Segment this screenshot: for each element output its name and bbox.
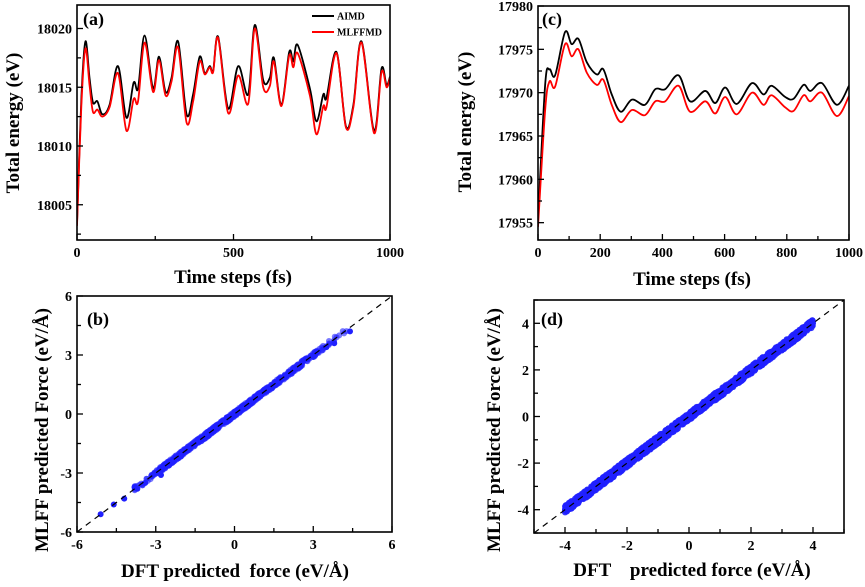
panel-label-a: (a) bbox=[83, 9, 104, 30]
scatter-point bbox=[691, 410, 698, 418]
series-line-aimd bbox=[538, 30, 849, 221]
panel-d: (d) MLFF predicted Force (eV/Å) DFT pred… bbox=[484, 299, 845, 581]
x-tick-label: 1000 bbox=[835, 246, 863, 261]
scatter-point bbox=[634, 450, 641, 457]
scatter-point bbox=[160, 462, 167, 469]
scatter-point bbox=[347, 328, 353, 335]
y-tick-label: -3 bbox=[60, 467, 72, 482]
x-tick-label: 0 bbox=[535, 246, 542, 261]
panel-label-c: (c) bbox=[542, 9, 562, 30]
x-tick-label: 2 bbox=[748, 539, 755, 554]
scatter-point bbox=[801, 326, 809, 334]
y-tick-label: 17960 bbox=[498, 173, 533, 188]
plot-area bbox=[534, 300, 844, 533]
series-line-mlffmd bbox=[77, 27, 390, 226]
panel-label-b: (b) bbox=[87, 309, 109, 330]
scatter-point bbox=[331, 340, 338, 347]
scatter-point bbox=[310, 353, 317, 360]
y-axis-title-a: Total energy (eV) bbox=[3, 53, 24, 194]
y-tick-label: -6 bbox=[60, 526, 72, 541]
x-tick-label: -4 bbox=[559, 539, 571, 554]
scatter-point bbox=[262, 385, 269, 392]
y-tick-label: 18010 bbox=[37, 140, 72, 155]
scatter-point bbox=[142, 479, 149, 486]
y-tick-label: 0 bbox=[65, 408, 72, 423]
scatter-point bbox=[341, 330, 348, 337]
x-tick-label: 0 bbox=[74, 246, 81, 261]
y-tick-label: -2 bbox=[517, 457, 529, 472]
y-tick-label: 17965 bbox=[498, 130, 533, 145]
panel-b: (b) MLFF predicted Force (eV/Å) DFT pred… bbox=[32, 290, 396, 582]
scatter-point bbox=[158, 471, 164, 478]
scatter-point bbox=[617, 465, 624, 473]
x-tick-label: 800 bbox=[776, 246, 797, 261]
plot-area bbox=[538, 30, 849, 228]
series-line-mlffmd bbox=[538, 42, 849, 228]
scatter-point bbox=[783, 342, 790, 350]
x-tick-label: 400 bbox=[652, 246, 673, 261]
y-axis-title-d: MLFF predicted Force (eV/Å) bbox=[484, 308, 505, 552]
plot-area bbox=[77, 24, 390, 226]
y-tick-label: -4 bbox=[517, 504, 529, 519]
scatter-point bbox=[696, 407, 704, 414]
x-tick-label: 0 bbox=[231, 538, 238, 553]
x-tick-label: 3 bbox=[310, 538, 317, 553]
panel-label-d: (d) bbox=[541, 309, 563, 330]
scatter-point bbox=[678, 420, 685, 428]
scatter-point bbox=[628, 455, 635, 462]
y-tick-label: 18005 bbox=[37, 199, 72, 214]
x-axis-title-c: Time steps (fs) bbox=[633, 269, 751, 290]
reference-line-y-equals-x bbox=[534, 300, 844, 533]
y-tick-label: 0 bbox=[522, 411, 529, 426]
plot-frame bbox=[537, 5, 850, 241]
scatter-point bbox=[171, 458, 178, 465]
y-tick-label: 17980 bbox=[498, 0, 533, 15]
y-axis-title-c: Total energy (eV) bbox=[455, 52, 476, 193]
x-tick-label: 200 bbox=[590, 246, 611, 261]
scatter-point bbox=[226, 413, 233, 420]
scatter-point bbox=[705, 396, 713, 404]
y-tick-label: 18020 bbox=[37, 23, 72, 38]
plot-area bbox=[77, 296, 392, 532]
x-axis-title-d: DFT predicted force (eV/Å) bbox=[573, 560, 810, 581]
x-tick-label: 1000 bbox=[376, 246, 404, 261]
legend-label-aimd: AIMD bbox=[337, 12, 365, 23]
y-tick-label: 17955 bbox=[498, 217, 533, 232]
y-axis-title-b: MLFF predicted Force (eV/Å) bbox=[32, 308, 53, 552]
x-tick-label: 6 bbox=[389, 538, 396, 553]
x-tick-label: 4 bbox=[810, 539, 817, 554]
x-tick-label: -2 bbox=[621, 539, 633, 554]
scatter-point bbox=[711, 390, 718, 398]
y-tick-label: 4 bbox=[522, 317, 529, 332]
panel-a: (a) Total energy (eV) Time steps (fs) AI… bbox=[3, 4, 404, 288]
y-tick-label: 2 bbox=[522, 364, 529, 379]
x-tick-label: 600 bbox=[714, 246, 735, 261]
panel-c: (c) Total energy (eV) Time steps (fs) 0 2… bbox=[455, 0, 863, 290]
x-axis-title-b: DFT predicted force (eV/Å) bbox=[121, 561, 349, 582]
y-tick-label: 6 bbox=[65, 290, 72, 305]
scatter-point bbox=[742, 371, 750, 379]
scatter-point bbox=[602, 478, 610, 486]
x-tick-label: -3 bbox=[150, 538, 162, 553]
scatter-point bbox=[178, 452, 185, 459]
y-tick-label: 3 bbox=[65, 349, 72, 364]
x-tick-label: 0 bbox=[686, 539, 693, 554]
scatter-point bbox=[649, 438, 656, 445]
series-line-aimd bbox=[77, 24, 390, 224]
x-axis-title-a: Time steps (fs) bbox=[174, 267, 292, 288]
legend-label-mlffmd: MLFFMD bbox=[337, 28, 382, 39]
y-tick-label: 18015 bbox=[37, 81, 72, 96]
scatter-point bbox=[134, 485, 141, 492]
y-tick-label: 17970 bbox=[498, 87, 533, 102]
x-tick-label: 500 bbox=[223, 246, 244, 261]
x-tick-label: -6 bbox=[71, 538, 83, 553]
y-tick-label: 17975 bbox=[498, 43, 533, 58]
